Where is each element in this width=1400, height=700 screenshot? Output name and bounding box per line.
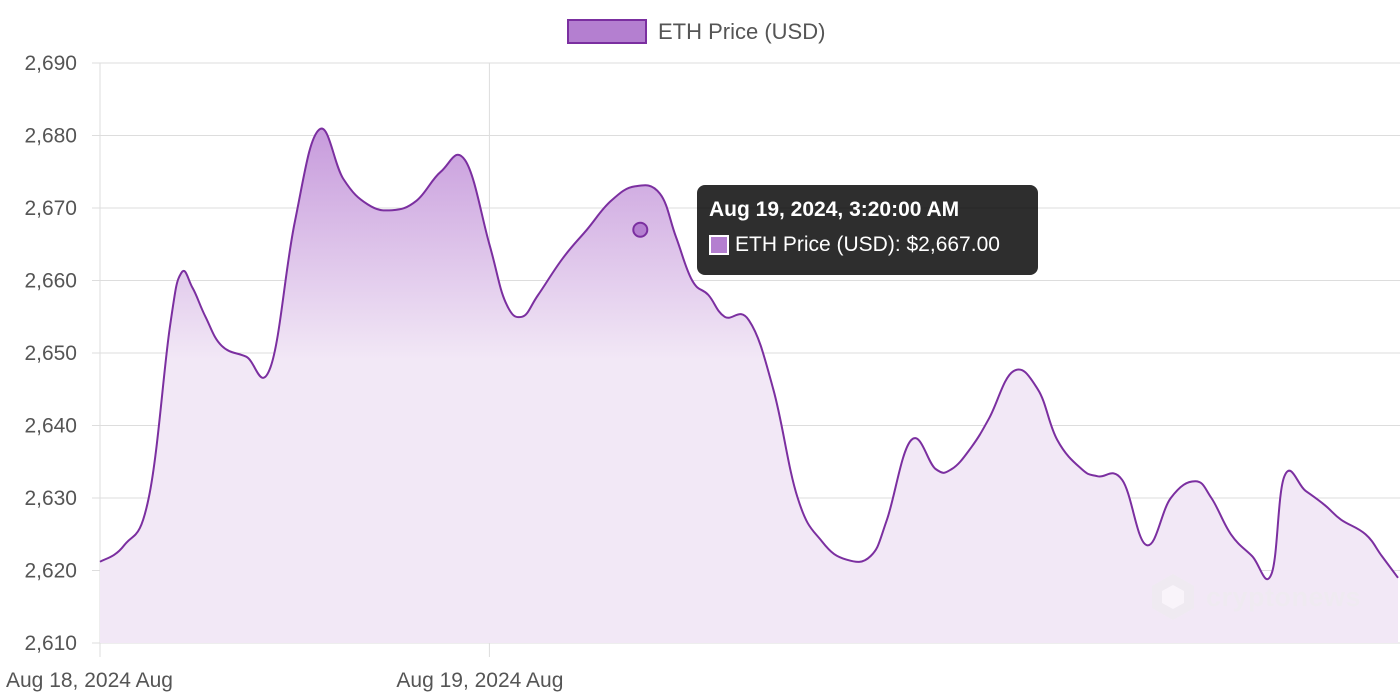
y-tick-label: 2,610: [24, 632, 77, 655]
tooltip-row: ETH Price (USD): $2,667.00: [709, 233, 1026, 257]
y-axis: 2,610 2,620 2,630 2,640 2,650 2,660 2,670 2,680…: [24, 52, 77, 655]
x-tick-label: Aug 19, 2024 Aug: [396, 669, 563, 692]
y-tick-label: 2,680: [24, 125, 77, 148]
x-axis: Aug 18, 2024 Aug Aug 19, 2024 Aug: [6, 669, 563, 692]
hover-data-point[interactable]: [632, 221, 649, 238]
tooltip: Aug 19, 2024, 3:20:00 AM ETH Price (USD)…: [697, 185, 1038, 275]
watermark-text: cryptonews: [1206, 581, 1362, 612]
legend-label: ETH Price (USD): [658, 19, 825, 44]
price-series-line: [99, 127, 1399, 581]
legend[interactable]: ETH Price (USD): [567, 19, 825, 44]
watermark: cryptonews: [1148, 572, 1361, 622]
y-tick-label: 2,640: [24, 415, 77, 438]
y-tick-label: 2,670: [24, 197, 77, 220]
cryptonews-cube-logo-icon: [1152, 574, 1194, 620]
y-tick-label: 2,690: [24, 52, 77, 75]
tooltip-label: ETH Price (USD): $2,667.00: [735, 233, 1000, 256]
y-tick-label: 2,620: [24, 560, 77, 583]
y-tick-label: 2,660: [24, 270, 77, 293]
y-tick-label: 2,650: [24, 342, 77, 365]
x-tick-label: Aug 18, 2024 Aug: [6, 669, 173, 692]
tooltip-color-swatch: [709, 235, 729, 255]
tooltip-title: Aug 19, 2024, 3:20:00 AM: [709, 198, 960, 221]
legend-swatch: [567, 19, 647, 44]
price-area-fill: [100, 128, 1398, 644]
y-tick-label: 2,630: [24, 487, 77, 510]
